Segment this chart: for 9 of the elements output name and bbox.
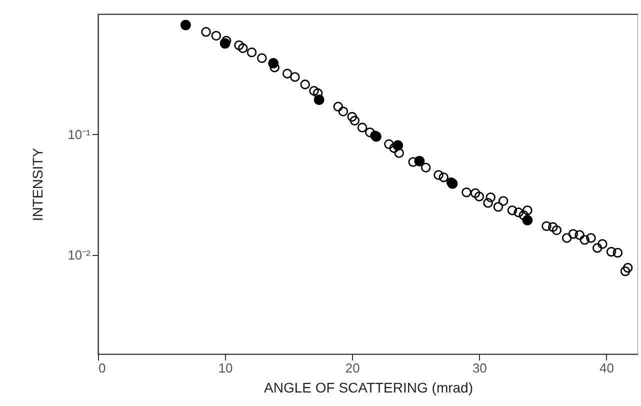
y-tick-label: 10⁻¹ <box>68 126 92 142</box>
x-tick-label: 40 <box>600 360 614 376</box>
y-axis-title: INTENSITY <box>30 147 46 222</box>
y-tick-label: 10⁻² <box>68 247 92 262</box>
x-tick-label: 20 <box>345 360 360 376</box>
x-tick-label: 0 <box>98 360 106 376</box>
x-tick-label: 10 <box>218 360 233 376</box>
x-tick-label: 30 <box>472 360 487 376</box>
x-axis-title: ANGLE OF SCATTERING (mrad) <box>264 380 473 396</box>
